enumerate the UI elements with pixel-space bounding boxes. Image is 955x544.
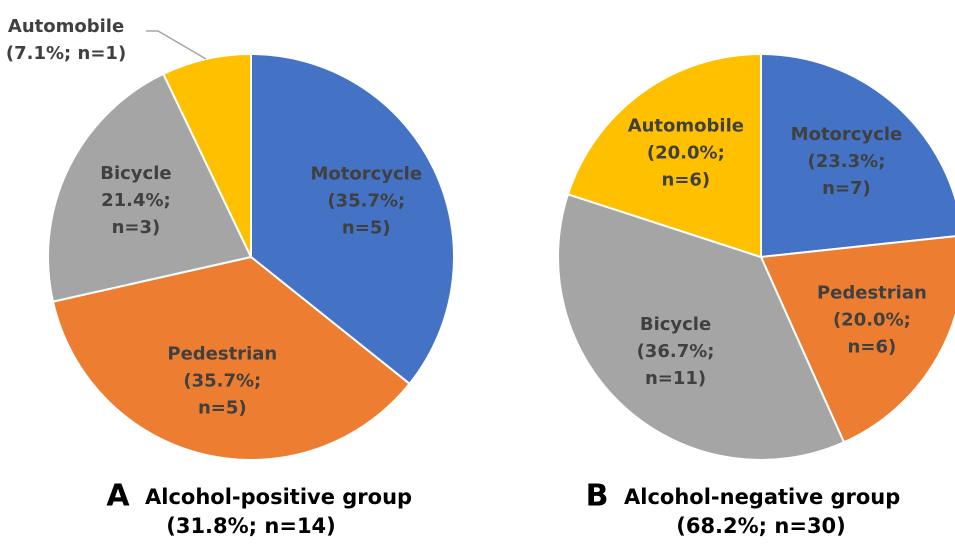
leader-line [146, 30, 207, 60]
slice-label: Automobile (7.1%; n=1) [6, 16, 126, 64]
value-label: (36.7%; [637, 341, 715, 362]
pie-slice [47, 72, 253, 303]
value-label: (35.7%; [183, 371, 261, 392]
chart-title: Alcohol-positive group [145, 485, 412, 509]
slice-label: Pedestrian (35.7%; n=5) [167, 344, 277, 419]
value-label: (35.7%; [327, 191, 405, 212]
chart-title: Alcohol-negative group [624, 485, 900, 509]
value-label: (20.0%; [647, 143, 725, 164]
value-label: n=7) [822, 178, 871, 199]
slice-label: Automobile (20.0%; n=6) [628, 116, 744, 191]
category-label: Bicycle [100, 163, 171, 184]
slice-label: Motorcycle (35.7%; n=5) [310, 164, 422, 239]
slice-label: Bicycle 21.4%; n=3) [100, 163, 171, 238]
value-label: n=11) [645, 368, 706, 389]
category-label: Pedestrian [817, 283, 927, 304]
category-label: Automobile [8, 16, 124, 37]
pie-slice [759, 235, 955, 444]
value-label: n=5) [198, 398, 247, 419]
value-label: (20.0%; [833, 310, 911, 331]
chart-subtitle: (68.2%; n=30) [676, 514, 846, 538]
slice-label: Pedestrian (20.0%; n=6) [817, 283, 927, 358]
value-label: 21.4%; [101, 190, 171, 211]
category-label: Automobile [628, 116, 744, 137]
value-label: n=6) [848, 337, 897, 358]
panel-label: B [586, 479, 609, 514]
slice-label: Motorcycle (23.3%; n=7) [791, 124, 903, 199]
panel-label: A [106, 479, 130, 514]
slice-label: Bicycle (36.7%; n=11) [637, 314, 715, 389]
value-label: n=6) [662, 170, 711, 191]
value-label: n=3) [112, 217, 161, 238]
chart-subtitle: (31.8%; n=14) [166, 514, 336, 538]
value-label: n=5) [342, 218, 391, 239]
category-label: Bicycle [640, 314, 711, 335]
pie-slice [566, 52, 762, 259]
value-label: (7.1%; n=1) [6, 43, 126, 64]
pie-slice [557, 193, 846, 461]
value-label: (23.3%; [808, 151, 886, 172]
pie-slice [250, 52, 455, 386]
category-label: Motorcycle [791, 124, 903, 145]
category-label: Motorcycle [310, 164, 422, 185]
pie-slice [51, 255, 411, 461]
pie-slice [161, 52, 252, 258]
pie-slice [760, 52, 955, 259]
category-label: Pedestrian [167, 344, 277, 365]
